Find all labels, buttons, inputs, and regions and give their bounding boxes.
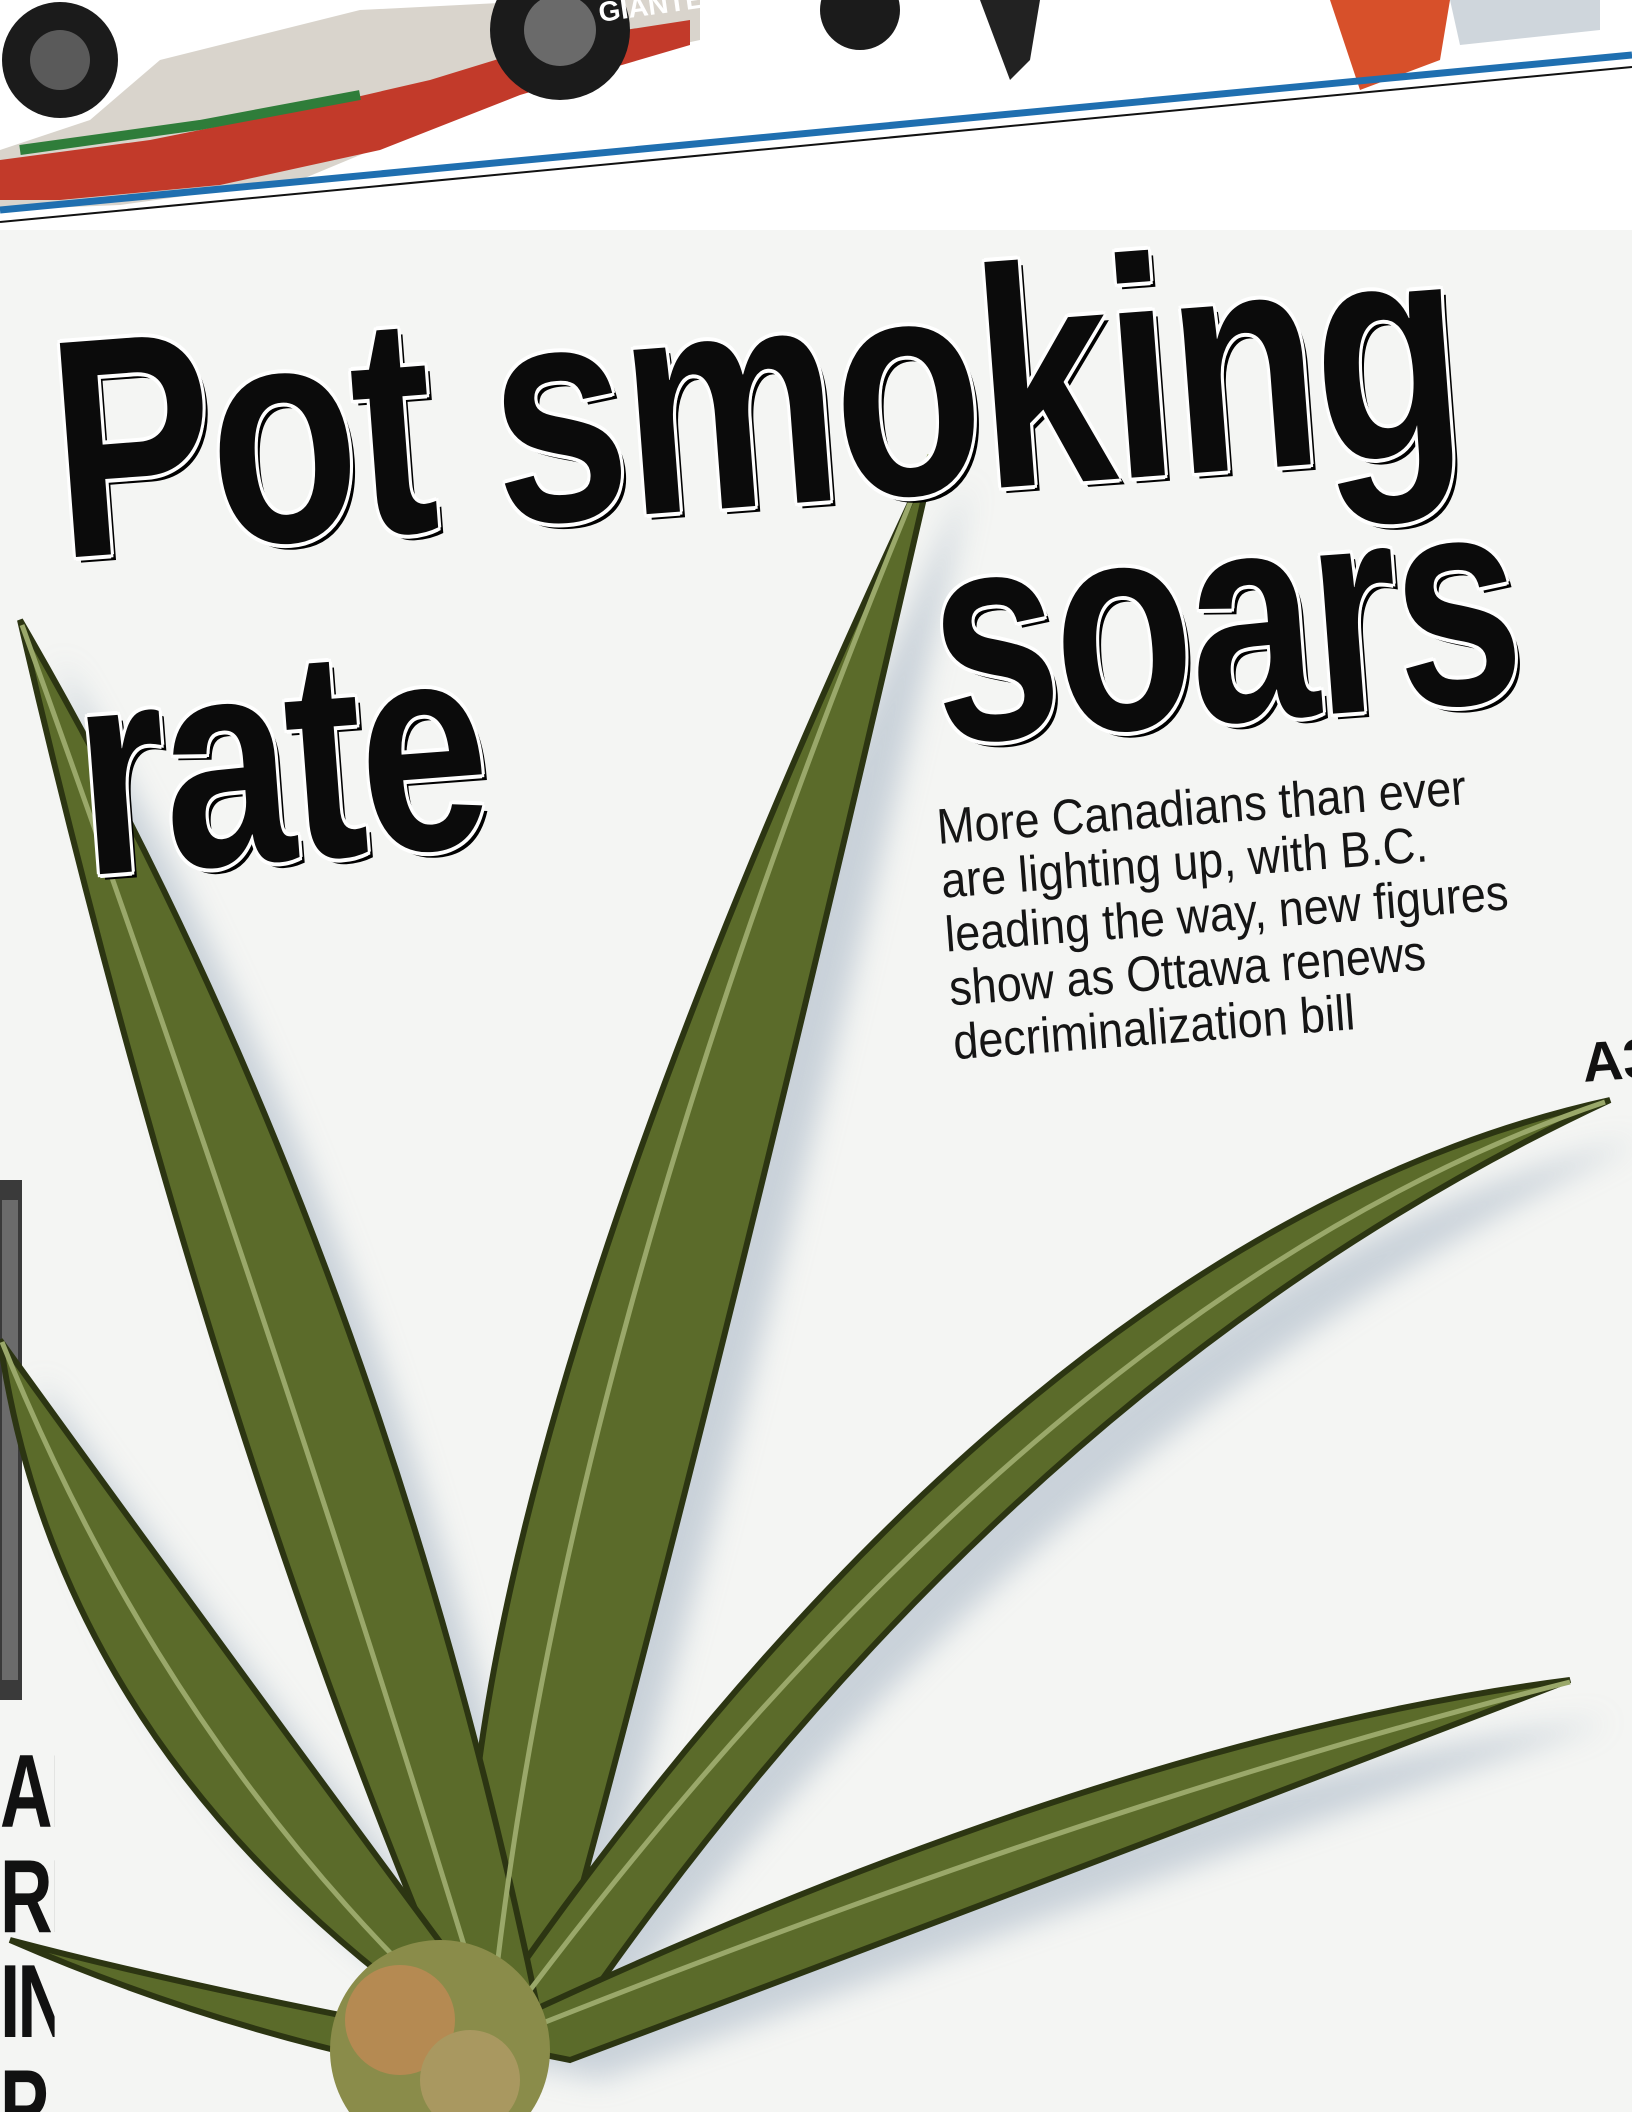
left-snippet-1: AL: [0, 1740, 55, 1844]
race-car-photo: GIANTE: [0, 0, 1632, 230]
page-reference-link[interactable]: A3: [1580, 1025, 1632, 1094]
left-column-photo: [0, 1180, 22, 1700]
deck-summary: More Canadians than ever are lighting up…: [935, 751, 1601, 1070]
cannabis-leaf-photo: [0, 240, 1632, 2112]
left-snippet-2: RD: [0, 1845, 55, 1949]
lead-story: Pot smoking soars rate More Canadians th…: [0, 172, 1632, 2112]
left-column-teaser: AL RD IN P: [0, 1180, 80, 2112]
headline-line-2: soars: [918, 428, 1528, 808]
cannabis-leaf-illustration: [0, 448, 1632, 2112]
left-snippet-3: IN: [0, 1950, 55, 2054]
top-photo-strip: GIANTE: [0, 0, 1632, 230]
headline-line-3: rate: [63, 576, 496, 940]
left-snippet-4: P: [0, 2055, 55, 2112]
